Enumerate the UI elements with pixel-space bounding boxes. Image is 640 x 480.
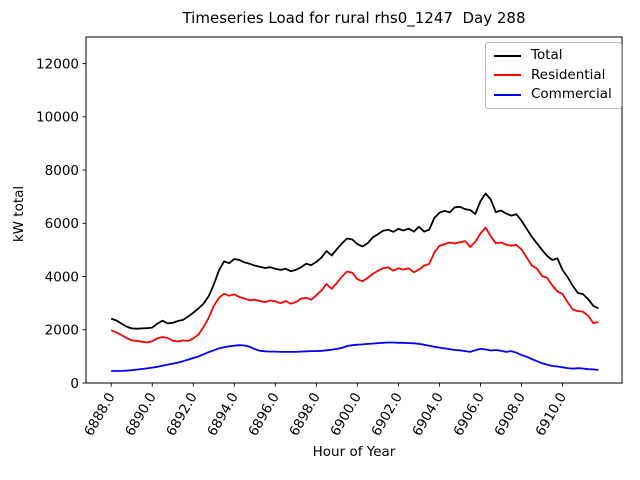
x-tick-label: 6896.0: [245, 390, 282, 439]
legend-line-total-icon: [494, 54, 521, 57]
series-line-commercial: [111, 341, 599, 372]
y-tick-label: 8000: [45, 163, 79, 179]
series-line-total: [110, 192, 599, 330]
legend-label-commercial: Commercial: [531, 86, 612, 103]
legend-item-residential: Residential: [494, 66, 613, 83]
legend-item-commercial: Commercial: [494, 88, 613, 102]
x-axis-label: Hour of Year: [312, 444, 396, 460]
x-tick-label: 6906.0: [450, 390, 487, 439]
x-tick-label: 6894.0: [204, 390, 241, 439]
y-tick-label: 2000: [45, 323, 79, 339]
legend-line-commercial-icon: [494, 94, 521, 97]
x-tick-label: 6898.0: [286, 390, 323, 439]
legend: Total Residential Commercial: [485, 42, 622, 109]
legend-label-residential: Residential: [531, 66, 606, 83]
x-tick-label: 6904.0: [409, 390, 446, 439]
series-line-residential: [110, 226, 599, 344]
x-tick-label: 6908.0: [491, 390, 528, 439]
y-axis-label: kW total: [11, 185, 27, 243]
y-tick-label: 10000: [36, 110, 79, 126]
x-tick-label: 6910.0: [532, 390, 569, 439]
axes-spines: [85, 36, 623, 384]
y-tick-label: 0: [70, 376, 79, 392]
legend-item-total: Total: [494, 49, 613, 63]
legend-label-total: Total: [531, 47, 563, 64]
x-tick-label: 6892.0: [163, 390, 200, 439]
chart-title: Timeseries Load for rural rhs0_1247 Day …: [182, 9, 526, 27]
x-tick-label: 6902.0: [368, 390, 405, 439]
x-tick-label: 6888.0: [81, 390, 118, 439]
legend-line-residential-icon: [494, 74, 521, 77]
y-tick-label: 4000: [45, 269, 79, 285]
y-tick-label: 6000: [45, 216, 79, 232]
x-tick-label: 6900.0: [327, 390, 364, 439]
x-tick-label: 6890.0: [122, 390, 159, 439]
y-tick-label: 12000: [36, 56, 79, 72]
